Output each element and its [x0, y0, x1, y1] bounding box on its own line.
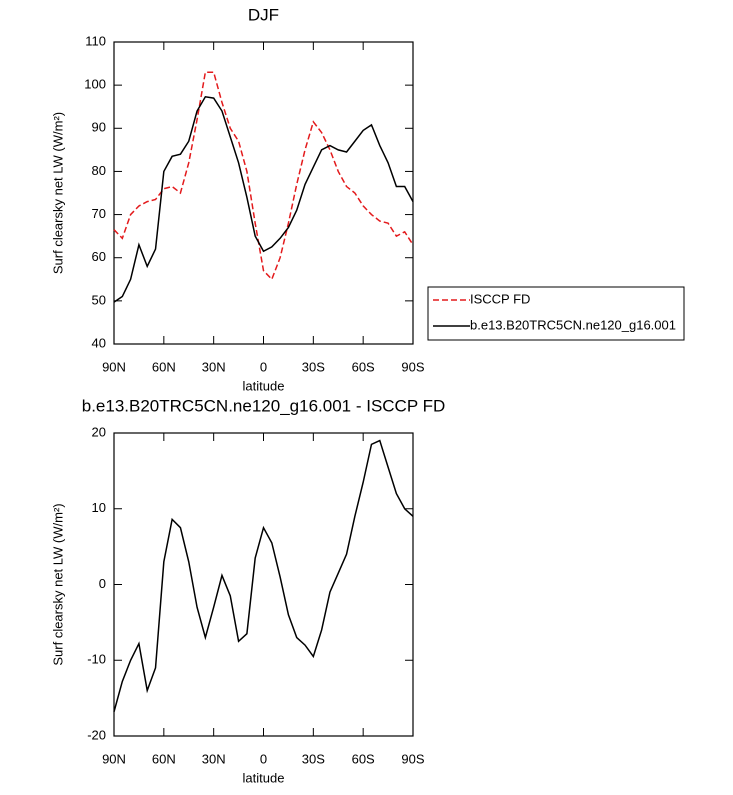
y-tick-label: 110 [85, 33, 106, 48]
y-tick-label: 60 [92, 249, 106, 264]
y-tick-label: 100 [84, 77, 106, 92]
y-tick-label: 70 [92, 206, 106, 221]
x-tick-label: 0 [260, 751, 267, 766]
plot-frame [113, 41, 414, 345]
x-tick-label: 60S [352, 359, 375, 374]
chart-title: b.e13.B20TRC5CN.ne120_g16.001 - ISCCP FD [82, 396, 446, 415]
x-tick-label: 30S [302, 751, 325, 766]
y-tick-label: 80 [92, 163, 106, 178]
x-tick-label: 60S [352, 751, 375, 766]
y-tick-label: 90 [92, 120, 106, 135]
legend-label: ISCCP FD [470, 291, 530, 306]
x-tick-label: 30N [202, 359, 226, 374]
data-line [113, 95, 414, 303]
data-line [113, 71, 414, 281]
y-tick-label: 40 [92, 335, 106, 350]
x-tick-label: 30N [202, 751, 226, 766]
chart-title: DJF [248, 5, 279, 24]
y-axis-label: Surf clearsky net LW (W/m²) [50, 112, 65, 274]
x-tick-label: 90N [102, 359, 126, 374]
y-axis-label: Surf clearsky net LW (W/m²) [50, 503, 65, 665]
x-axis-label: latitude [243, 378, 285, 393]
y-tick-label: 50 [92, 292, 106, 307]
x-tick-label: 90S [401, 359, 424, 374]
x-tick-label: 90N [102, 751, 126, 766]
y-tick-label: 10 [92, 500, 106, 515]
x-tick-label: 90S [401, 751, 424, 766]
y-tick-label: 0 [99, 576, 106, 591]
x-tick-label: 30S [302, 359, 325, 374]
y-tick-label: -10 [87, 652, 106, 667]
x-tick-label: 60N [152, 359, 176, 374]
x-tick-label: 60N [152, 751, 176, 766]
legend-box [427, 286, 685, 341]
y-tick-label: 20 [92, 424, 106, 439]
plot-frame [113, 432, 414, 737]
data-line [113, 439, 414, 712]
x-tick-label: 0 [260, 359, 267, 374]
x-axis-label: latitude [243, 770, 285, 785]
y-tick-label: -20 [87, 727, 106, 742]
legend-label: b.e13.B20TRC5CN.ne120_g16.001 [470, 317, 676, 332]
